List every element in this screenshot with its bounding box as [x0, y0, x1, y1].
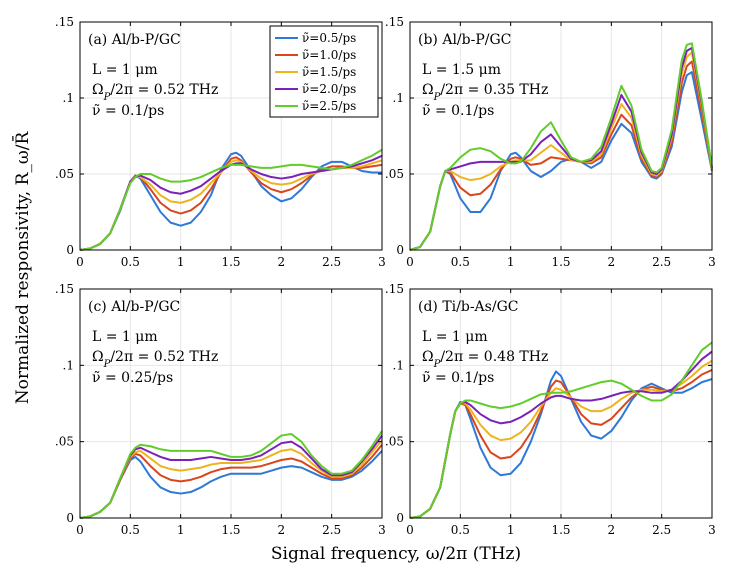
x-tick-label: 1 — [507, 523, 515, 537]
panel-annotation: ν̃ = 0.1/ps — [422, 370, 494, 386]
panel-annotation: ν̃ = 0.1/ps — [422, 103, 494, 119]
x-tick-label: 1.5 — [221, 255, 240, 269]
x-tick-label: 2.5 — [322, 255, 341, 269]
series-line-c-3 — [79, 439, 383, 519]
y-tick-label: .1 — [63, 91, 74, 105]
x-tick-label: 3 — [378, 255, 386, 269]
y-tick-label: .05 — [55, 167, 74, 181]
panel-annotation: ΩP/2π = 0.48 THz — [422, 349, 548, 370]
x-tick-label: 0.5 — [121, 255, 140, 269]
panel-a: 0 0.5 1 1.5 2 2.5 3 0 .05 .1 .15 (a) Al/b-P/GC L = 1… — [55, 15, 386, 269]
y-tick-label: 0 — [66, 243, 74, 257]
y-tick-label: .15 — [55, 15, 74, 29]
legend: ν̃=0.5/ps ν̃=1.0/ps ν̃=1.5/ps ν̃=2.0/ps ν̃=2… — [269, 25, 379, 118]
y-tick-label: 0 — [396, 243, 404, 257]
y-tick-label: 0 — [66, 511, 74, 525]
x-tick-label: 3 — [708, 523, 716, 537]
panel-annotation: ΩP/2π = 0.52 THz — [92, 82, 218, 103]
x-tick-label: 1.5 — [551, 255, 570, 269]
panel-title: (b) Al/b-P/GC — [418, 32, 511, 48]
panel-title: (c) Al/b-P/GC — [88, 299, 180, 315]
y-tick-label: .1 — [63, 358, 74, 372]
y-tick-label: .05 — [385, 167, 404, 181]
y-tick-label: .15 — [385, 282, 404, 296]
y-axis-label: Normalized responsivity, R_ω/R̄ — [11, 131, 33, 405]
x-tick-label: 3 — [378, 523, 386, 537]
x-tick-label: 1 — [177, 523, 185, 537]
panel-c: 0 0.5 1 1.5 2 2.5 3 0 .05 .1 .15 (c) Al/b-P/GC L = 1… — [55, 282, 386, 537]
panel-d: 0 0.5 1 1.5 2 2.5 3 0 .05 .1 .15 (d) Ti/b-As/GC L = … — [385, 282, 716, 537]
y-tick-label: .15 — [55, 282, 74, 296]
panel-annotation: L = 1 μm — [422, 329, 488, 345]
x-tick-label: 1 — [507, 255, 515, 269]
y-tick-label: .1 — [393, 91, 404, 105]
x-tick-label: 0 — [76, 523, 84, 537]
x-tick-label: 2.5 — [652, 523, 671, 537]
panel-annotation: ΩP/2π = 0.35 THz — [422, 82, 548, 103]
series-line-d-5 — [409, 341, 713, 519]
legend-label: ν̃=2.5/ps — [302, 99, 356, 113]
x-tick-label: 2 — [278, 523, 286, 537]
x-tick-label: 1.5 — [551, 523, 570, 537]
x-tick-label: 2 — [278, 255, 286, 269]
x-tick-label: 1 — [177, 255, 185, 269]
x-tick-label: 0 — [406, 255, 414, 269]
y-tick-label: 0 — [396, 511, 404, 525]
x-axis-label: Signal frequency, ω/2π (THz) — [271, 544, 521, 564]
y-tick-label: .05 — [385, 435, 404, 449]
x-tick-label: 3 — [708, 255, 716, 269]
legend-label: ν̃=0.5/ps — [302, 31, 356, 45]
x-tick-label: 0.5 — [451, 255, 470, 269]
x-tick-label: 0.5 — [451, 523, 470, 537]
x-tick-label: 2.5 — [322, 523, 341, 537]
panel-annotation: L = 1.5 μm — [422, 62, 501, 78]
x-tick-label: 2 — [608, 255, 616, 269]
y-tick-label: .05 — [55, 435, 74, 449]
legend-label: ν̃=1.5/ps — [302, 65, 356, 79]
panel-annotation: ΩP/2π = 0.52 THz — [92, 349, 218, 370]
series-line-c-5 — [79, 430, 383, 519]
x-tick-label: 0 — [76, 255, 84, 269]
x-tick-label: 2.5 — [652, 255, 671, 269]
panel-annotation: L = 1 μm — [92, 329, 158, 345]
series-line-b-5 — [409, 42, 713, 251]
panel-annotation: L = 1 μm — [92, 62, 158, 78]
legend-label: ν̃=1.0/ps — [302, 48, 356, 62]
x-tick-label: 2 — [608, 523, 616, 537]
y-tick-label: .15 — [385, 15, 404, 29]
panel-title: (d) Ti/b-As/GC — [418, 299, 518, 315]
x-tick-label: 1.5 — [221, 523, 240, 537]
series-line-c-1 — [79, 450, 383, 519]
legend-label: ν̃=2.0/ps — [302, 82, 356, 96]
panel-annotation: ν̃ = 0.25/ps — [92, 370, 173, 386]
panel-annotation: ν̃ = 0.1/ps — [92, 103, 164, 119]
series-line-a-5 — [79, 148, 383, 251]
y-tick-label: .1 — [393, 358, 404, 372]
x-tick-label: 0 — [406, 523, 414, 537]
series-line-c-2 — [79, 444, 383, 519]
panel-b: 0 0.5 1 1.5 2 2.5 3 0 .05 .1 .15 (b) Al/b-P/GC L = 1… — [385, 15, 716, 269]
x-tick-label: 0.5 — [121, 523, 140, 537]
panel-title: (a) Al/b-P/GC — [88, 32, 181, 48]
